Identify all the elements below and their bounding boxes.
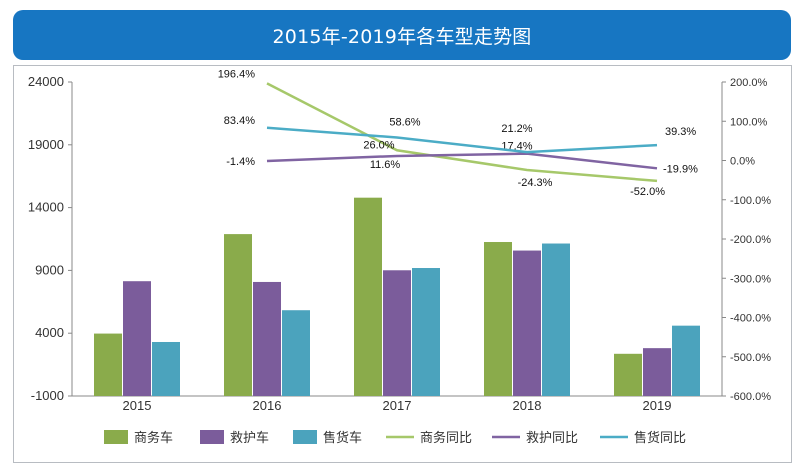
bar-1	[614, 353, 642, 396]
right-tick-label: -600.0%	[730, 391, 771, 403]
line-data-label: 83.4%	[224, 115, 255, 127]
bar-3	[412, 268, 440, 396]
bar-1	[484, 242, 512, 396]
bar-3	[672, 325, 700, 396]
bar-2	[513, 250, 541, 396]
chart-title: 2015年-2019年各车型走势图	[272, 25, 532, 48]
x-tick-label: 2017	[383, 398, 412, 413]
bar-1	[94, 333, 122, 396]
right-tick-label: -300.0%	[730, 273, 771, 285]
left-tick-label: 14000	[28, 200, 64, 215]
line-series-2	[266, 152, 658, 170]
line-data-label: 58.6%	[389, 116, 420, 128]
right-tick-label: -200.0%	[730, 234, 771, 246]
legend-label: 救护车	[230, 430, 269, 446]
legend-label: 商务车	[134, 430, 173, 446]
line-data-label: -1.4%	[226, 156, 255, 168]
right-tick-label: -400.0%	[730, 313, 771, 325]
right-tick-label: 200.0%	[730, 77, 768, 89]
bar-3	[152, 341, 180, 396]
line-data-label: 11.6%	[370, 159, 401, 171]
line-data-label: -52.0%	[630, 186, 665, 198]
legend-swatch-bar	[293, 430, 317, 444]
legend-label: 售货车	[323, 430, 362, 446]
bar-2	[383, 270, 411, 396]
chart-frame	[13, 65, 792, 463]
right-tick-label: 0.0%	[730, 156, 755, 168]
legend-swatch-bar	[104, 430, 128, 444]
chart-title-bar: 2015年-2019年各车型走势图	[13, 10, 791, 60]
line-data-label: -19.9%	[663, 163, 698, 175]
right-tick-label: -100.0%	[730, 195, 771, 207]
line-series-1	[266, 82, 658, 183]
bar-2	[123, 281, 151, 396]
bar-1	[224, 234, 252, 396]
left-tick-label: 24000	[28, 74, 64, 89]
x-tick-label: 2015	[123, 398, 152, 413]
bar-3	[542, 243, 570, 396]
line-data-label: 196.4%	[218, 68, 256, 80]
bar-2	[253, 281, 281, 396]
x-tick-label: 2016	[253, 398, 282, 413]
line-data-label: 39.3%	[665, 126, 696, 138]
right-tick-label: -500.0%	[730, 352, 771, 364]
left-tick-label: -1000	[31, 388, 64, 403]
x-tick-label: 2018	[513, 398, 542, 413]
bar-1	[354, 197, 382, 396]
left-tick-label: 9000	[35, 262, 64, 277]
line-data-label: 21.2%	[501, 123, 532, 135]
left-tick-label: 4000	[35, 325, 64, 340]
x-tick-label: 2019	[643, 398, 672, 413]
bar-3	[282, 310, 310, 396]
legend-label: 售货同比	[634, 430, 686, 446]
legend-label: 商务同比	[420, 430, 472, 446]
line-data-label: 26.0%	[363, 139, 394, 151]
legend-swatch-bar	[200, 430, 224, 444]
right-tick-label: 100.0%	[730, 116, 768, 128]
line-data-label: -24.3%	[518, 177, 553, 189]
line-series-3	[266, 126, 658, 154]
left-tick-label: 19000	[28, 137, 64, 152]
bar-2	[643, 348, 671, 396]
legend-label: 救护同比	[526, 430, 578, 446]
